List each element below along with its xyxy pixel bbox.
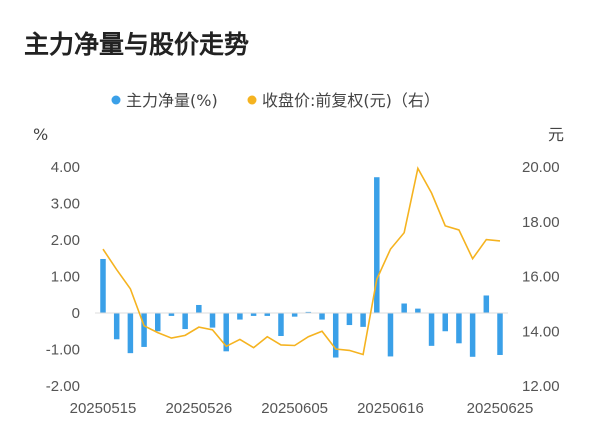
net-volume-bar [100,258,106,313]
net-volume-bar [113,313,120,340]
net-volume-bar [401,303,407,313]
net-volume-bar [141,313,147,347]
right-tick-label: 18.00 [522,214,560,231]
net-volume-bar [374,177,380,313]
net-volume-bars [100,177,503,358]
net-volume-bar [319,313,325,320]
right-tick-label: 12.00 [522,378,560,395]
net-volume-bar [415,308,421,313]
x-axis-ticks: 20250515 20250526 20250605 20250616 20250625 [70,400,534,417]
net-volume-bar [250,313,257,316]
net-volume-bar [278,313,284,336]
left-axis-unit: % [33,125,48,144]
net-volume-bar [196,304,202,313]
net-volume-bar [428,313,435,346]
chart-title: 主力净量与股价走势 [24,30,249,59]
legend-bar-swatch [111,95,121,105]
net-volume-bar [346,313,353,326]
net-volume-bar [291,313,298,317]
x-tick-label: 20250515 [70,400,137,417]
net-volume-bar [155,313,161,332]
legend: 主力净量(%) 收盘价:前复权(元)（右） [111,91,440,110]
left-tick-label: -2.00 [46,378,80,395]
x-tick-label: 20250625 [467,400,534,417]
right-tick-label: 20.00 [522,159,560,176]
net-volume-bar [168,313,175,316]
legend-line-swatch [247,95,257,105]
x-tick-label: 20250605 [261,400,328,417]
net-volume-bar [456,313,462,344]
net-volume-bar [332,313,339,358]
net-volume-bar [127,313,134,354]
left-tick-label: -1.00 [46,342,80,359]
net-volume-bar [209,313,216,328]
left-tick-label: 4.00 [51,159,80,176]
left-axis-ticks: -2.00 -1.00 0 1.00 2.00 3.00 4.00 [46,159,80,395]
net-volume-bar [237,313,243,320]
right-axis-unit: 元 [548,125,564,144]
left-tick-label: 1.00 [51,269,80,286]
net-volume-bar [360,313,366,327]
legend-line-label: 收盘价:前复权(元)（右） [262,91,440,110]
left-tick-label: 0 [72,305,80,322]
x-tick-label: 20250616 [357,400,424,417]
net-volume-bar [469,313,476,357]
net-volume-bar [223,313,229,352]
right-axis-ticks: 12.00 14.00 16.00 18.00 20.00 [522,159,560,395]
net-volume-bar [264,313,271,316]
close-price-line [102,166,501,356]
right-tick-label: 16.00 [522,269,560,286]
net-volume-bar [442,313,448,332]
legend-bar-label: 主力净量(%) [126,91,218,110]
net-volume-bar [387,313,394,357]
right-tick-label: 14.00 [522,323,560,340]
net-volume-bar [497,313,503,355]
net-volume-bar [305,311,312,313]
net-volume-bar [182,313,188,330]
left-tick-label: 3.00 [51,196,80,213]
x-tick-label: 20250526 [165,400,232,417]
net-volume-bar [483,295,490,313]
left-tick-label: 2.00 [51,232,80,249]
